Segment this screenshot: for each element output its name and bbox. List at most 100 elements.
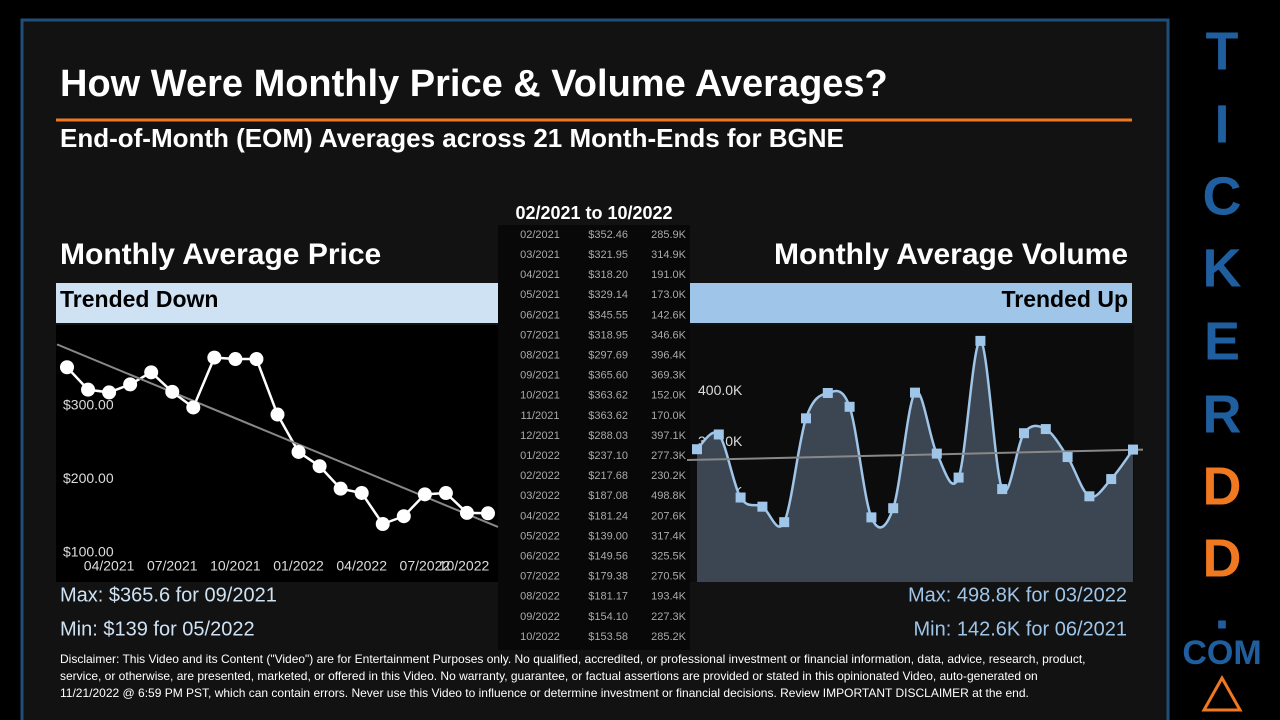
chart-title: Monthly Average Volume [774, 238, 1128, 271]
table-cell: 270.5K [651, 571, 687, 583]
marker [249, 352, 264, 367]
min-text: Min: 142.6K for 06/2021 [914, 618, 1127, 640]
marker [375, 516, 390, 531]
x-tick-label: 10/2022 [439, 558, 490, 574]
marker [822, 387, 833, 398]
marker [692, 444, 702, 455]
marker [186, 400, 201, 415]
marker [975, 335, 986, 346]
marker [713, 429, 724, 440]
marker [102, 385, 117, 400]
table-cell: 193.4K [651, 591, 687, 603]
marker [333, 481, 348, 496]
table-cell: 142.6K [651, 309, 687, 321]
marker [757, 501, 768, 512]
trend-line [686, 448, 1144, 462]
table-cell: $288.03 [588, 430, 628, 442]
table-cell: 12/2021 [520, 430, 560, 442]
table-cell: 397.1K [651, 430, 687, 442]
marker [888, 503, 899, 514]
marker [779, 517, 790, 528]
table-cell: 10/2021 [520, 390, 560, 402]
table-cell: 04/2021 [520, 269, 560, 281]
table-cell: 173.0K [651, 289, 687, 301]
table-cell: $352.46 [588, 229, 628, 241]
trend-band [690, 283, 1132, 323]
table-cell: $297.69 [588, 350, 628, 362]
table-cell: $363.62 [588, 410, 628, 422]
table-title: 02/2021 to 10/2022 [515, 203, 672, 223]
table-cell: 498.8K [651, 490, 687, 502]
table-cell: 03/2022 [520, 490, 560, 502]
table-cell: 09/2021 [520, 370, 560, 382]
marker [270, 407, 285, 422]
marker [1128, 444, 1138, 455]
x-tick-label: 01/2022 [273, 558, 324, 574]
table-cell: 317.4K [651, 530, 687, 542]
brand-letter: C [1203, 166, 1242, 226]
marker [228, 352, 243, 367]
table-cell: $318.20 [588, 269, 628, 281]
marker [165, 384, 180, 399]
brand-letter: . [1214, 580, 1229, 640]
table-cell: 06/2021 [520, 309, 560, 321]
brand-letter: T [1206, 21, 1239, 81]
table-cell: $237.10 [588, 450, 628, 462]
max-text: Max: $365.6 for 09/2021 [60, 584, 277, 606]
disclaimer: Disclaimer: This Video and its Content (… [60, 652, 1085, 666]
brand-letter: D [1203, 456, 1242, 516]
y-tick-label: $200.00 [63, 470, 114, 486]
table-cell: 11/2021 [521, 410, 560, 422]
table-cell: 285.2K [651, 631, 687, 643]
marker [354, 485, 369, 500]
marker [910, 387, 920, 398]
table-cell: 05/2021 [520, 289, 560, 301]
x-tick-label: 04/2021 [84, 558, 135, 574]
table-cell: 04/2022 [520, 510, 560, 522]
table-cell: $187.08 [588, 490, 628, 502]
marker [81, 382, 96, 397]
min-text: Min: $139 for 05/2022 [60, 618, 255, 640]
marker [997, 484, 1008, 495]
marker [844, 401, 855, 412]
disclaimer: 11/21/2022 @ 6:59 PM PST, which can cont… [60, 686, 1029, 700]
table-cell: 227.3K [651, 611, 687, 623]
table-cell: $181.17 [588, 591, 628, 603]
y-tick-label: $300.00 [63, 396, 114, 412]
table-cell: 170.0K [651, 410, 687, 422]
marker [801, 413, 811, 424]
trend-label: Trended Down [60, 286, 218, 312]
table-cell: 01/2022 [520, 450, 560, 462]
max-text: Max: 498.8K for 03/2022 [908, 584, 1127, 606]
table-cell: 277.3K [651, 450, 687, 462]
x-tick-label: 07/2022 [400, 558, 451, 574]
table-cell: $363.62 [588, 390, 628, 402]
marker [931, 448, 942, 459]
table-cell: $149.56 [588, 551, 628, 563]
table-cell: $179.38 [588, 571, 628, 583]
table-cell: $154.10 [588, 611, 628, 623]
brand-letter: R [1203, 384, 1242, 444]
marker [735, 492, 746, 503]
table-cell: 152.0K [651, 390, 687, 402]
table-cell: 02/2022 [520, 470, 560, 482]
table-cell: 02/2021 [520, 229, 560, 241]
brand-letter: E [1204, 311, 1240, 371]
marker [417, 487, 432, 502]
brand-letter: D [1203, 528, 1242, 588]
x-tick-label: 07/2021 [147, 558, 198, 574]
table-cell: $329.14 [588, 289, 628, 301]
table-cell: $139.00 [588, 530, 628, 542]
subtitle: End-of-Month (EOM) Averages across 21 Mo… [60, 123, 844, 153]
table-cell: $153.58 [588, 631, 628, 643]
table-cell: $217.68 [588, 470, 628, 482]
table-cell: 08/2021 [520, 350, 560, 362]
table-cell: 03/2021 [520, 249, 560, 261]
marker [438, 486, 453, 501]
table-cell: 314.9K [651, 249, 687, 261]
table-cell: 10/2022 [520, 631, 560, 643]
table-cell: 230.2K [651, 470, 687, 482]
x-tick-label: 10/2021 [210, 558, 261, 574]
table-cell: 07/2022 [520, 571, 560, 583]
